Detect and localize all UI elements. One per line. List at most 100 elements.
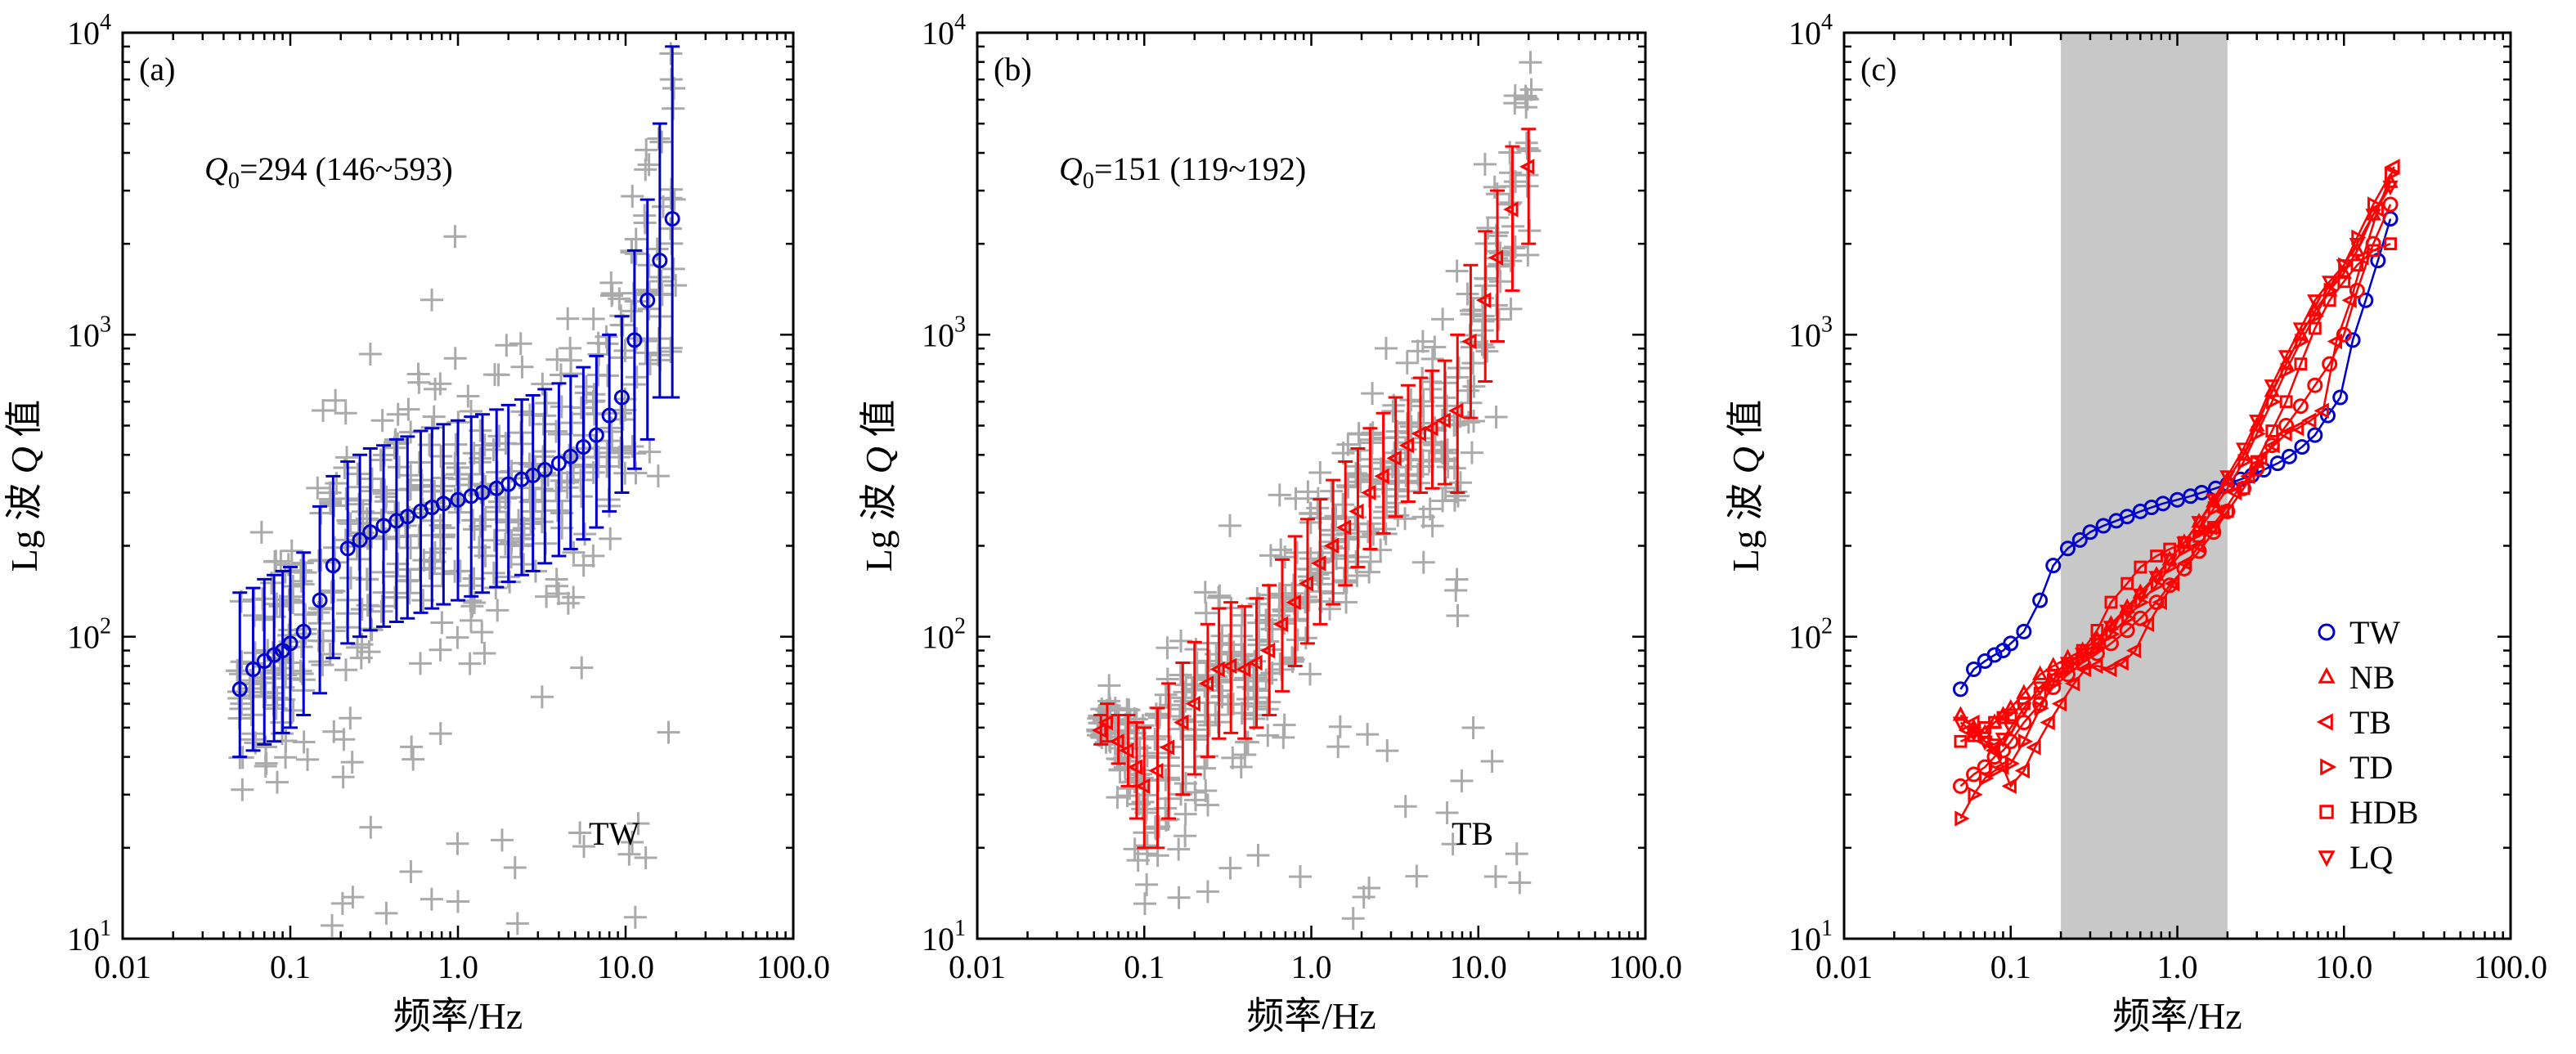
measurement-cross	[1460, 441, 1483, 464]
outlier-cross	[657, 720, 680, 744]
outlier-cross	[1235, 730, 1259, 754]
y-tick-label: 101	[67, 916, 111, 958]
measurement-cross	[638, 440, 662, 464]
data-point	[2382, 180, 2399, 196]
measurement-cross	[1268, 652, 1292, 675]
data-point	[1967, 729, 1981, 742]
measurement-cross	[1156, 636, 1179, 660]
outlier-cross	[1480, 749, 1504, 773]
data-point	[2017, 733, 2034, 750]
data-point	[339, 540, 356, 557]
measurement-cross	[1418, 497, 1442, 521]
data-point	[1448, 402, 1464, 419]
measurement-cross	[509, 332, 532, 356]
measurement-cross	[312, 629, 335, 653]
data-point	[2161, 577, 2178, 594]
data-point	[2191, 543, 2207, 559]
error-bar	[325, 474, 341, 660]
data-point	[2132, 588, 2148, 604]
measurement-cross	[1358, 560, 1381, 584]
outlier-cross	[1229, 755, 1253, 778]
data-point	[1519, 159, 1535, 175]
measurement-cross	[443, 347, 467, 370]
measurement-cross	[397, 397, 420, 421]
error-bar	[500, 403, 516, 584]
data-point	[399, 509, 415, 525]
measurement-cross	[420, 288, 444, 312]
error-bar	[245, 586, 261, 752]
measurement-cross	[1423, 335, 1447, 359]
data-point	[2059, 657, 2076, 672]
data-point	[2193, 484, 2210, 500]
data-point	[2051, 695, 2067, 712]
measurement-cross	[334, 401, 357, 425]
measurement-cross	[1192, 756, 1216, 780]
outlier-cross	[503, 855, 527, 879]
data-point	[362, 524, 379, 540]
error-bar	[640, 198, 655, 441]
measurement-cross	[424, 377, 447, 401]
series-unnamed-0	[231, 45, 680, 759]
legend-label: TD	[2349, 749, 2393, 786]
data-point	[1966, 662, 1982, 678]
measurement-cross	[458, 652, 482, 675]
measurement-cross	[1131, 714, 1155, 738]
measurement-cross	[1515, 131, 1538, 155]
data-point	[2385, 159, 2400, 175]
measurement-cross	[407, 451, 431, 474]
data-point	[2001, 778, 2017, 795]
measurement-cross	[570, 656, 594, 679]
series-lq	[1952, 180, 2399, 754]
data-point	[2045, 679, 2062, 696]
error-bar	[1175, 661, 1191, 796]
data-point	[2384, 166, 2400, 182]
measurement-cross	[1411, 389, 1435, 413]
error-bar	[296, 551, 312, 717]
measurement-cross	[1231, 643, 1254, 666]
data-point	[1361, 484, 1376, 501]
outlier-cross	[399, 860, 423, 884]
data-point	[1977, 735, 1993, 751]
data-point	[1311, 555, 1326, 572]
measurement-cross	[1299, 662, 1322, 686]
data-point	[1119, 742, 1134, 759]
x-tick-label: 0.01	[94, 949, 151, 985]
measurement-cross	[277, 623, 301, 647]
data-point	[2308, 321, 2322, 335]
outlier-cross	[505, 912, 529, 935]
data-point	[1488, 249, 1504, 266]
data-point	[1995, 742, 2011, 759]
error-bar	[1505, 145, 1520, 292]
measurement-cross	[1159, 693, 1182, 717]
data-point	[2321, 276, 2338, 291]
measurement-cross	[346, 462, 370, 486]
data-point	[2155, 496, 2171, 512]
data-point	[1952, 716, 1969, 732]
data-point	[2088, 657, 2103, 675]
data-point	[1411, 425, 1427, 442]
measurement-cross	[369, 448, 393, 472]
measurement-cross	[1436, 438, 1459, 462]
measurement-cross	[1407, 471, 1430, 495]
measurement-cross	[495, 334, 518, 357]
data-point	[652, 253, 668, 269]
x-tick-label: 1.0	[2157, 949, 2198, 985]
region-label: TW	[589, 815, 640, 852]
measurement-cross	[650, 283, 674, 307]
data-point	[1966, 766, 1982, 783]
measurement-cross	[646, 464, 670, 488]
x-axis-label: 频率/Hz	[2112, 995, 2242, 1037]
data-point	[2075, 654, 2091, 671]
measurement-cross	[1406, 339, 1429, 363]
measurement-cross	[1254, 668, 1278, 692]
data-point	[2125, 642, 2142, 659]
measurement-cross	[662, 187, 686, 211]
measurement-cross	[634, 341, 657, 365]
data-point	[2249, 460, 2265, 477]
measurement-cross	[386, 552, 410, 576]
data-point	[1968, 787, 1983, 803]
x-tick-label: 0.1	[1124, 949, 1165, 985]
data-point	[2279, 395, 2293, 409]
data-point	[2104, 595, 2118, 609]
error-bar	[1200, 622, 1215, 759]
